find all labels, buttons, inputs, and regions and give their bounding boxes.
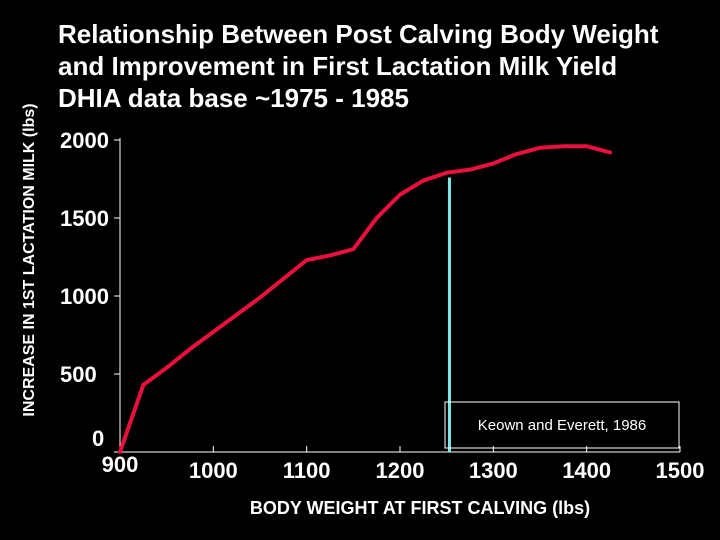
data-point [608,150,612,155]
title-line-2: and Improvement in First Lactation Milk … [58,51,618,81]
data-point [188,347,192,351]
data-point [374,216,379,220]
data-point [538,146,542,150]
data-point [561,144,566,149]
annotation-text: Keown and Everett, 1986 [478,417,646,434]
data-point [281,277,286,281]
series-line-0 [118,144,612,454]
data-point [118,450,122,454]
annotation-box [444,401,680,449]
y-tick-label-0: 0 [92,426,104,451]
x-axis-title: BODY WEIGHT AT FIRST CALVING (lbs) [250,498,590,518]
x-tick-label-1400: 1400 [562,458,611,483]
data-point [328,253,332,258]
data-point [444,170,449,175]
data-point [398,192,402,197]
data-point [468,167,472,172]
chart-title: Relationship Between Post Calving Body W… [58,18,718,114]
data-point [491,161,496,166]
data-point [211,330,216,334]
data-point [141,383,146,387]
x-tick-label-900: 900 [102,452,139,477]
axes [119,138,680,453]
axis-labels-group: 0 500 1000 1500 2000 900 1000 1100 1200 1300 1400 1… [60,128,704,518]
data-point [514,152,519,156]
y-tick-label-2000: 2000 [60,128,109,153]
y-tick-label-1000: 1000 [60,284,109,309]
ticks [114,139,681,453]
title-line-1: Relationship Between Post Calving Body W… [58,19,659,49]
x-tick-label-1000: 1000 [189,458,238,483]
x-tick-label-1200: 1200 [376,458,425,483]
data-point [421,178,426,183]
x-tick-label-1100: 1100 [283,458,331,483]
points-group [118,144,612,454]
title-line-3: DHIA data base ~1975 - 1985 [58,83,409,113]
data-point [258,295,262,300]
x-tick-label-1300: 1300 [469,458,518,483]
annotation-group: Keown and Everett, 1986 [444,401,680,449]
data-point [351,247,356,251]
x-tick-label-1500: 1500 [656,458,705,483]
data-point [584,144,589,149]
data-point [234,312,239,317]
y-tick-label-1500: 1500 [60,206,109,231]
data-point [304,258,309,262]
data-point [164,365,169,370]
series-group [118,144,612,454]
y-tick-label-500: 500 [60,362,97,387]
